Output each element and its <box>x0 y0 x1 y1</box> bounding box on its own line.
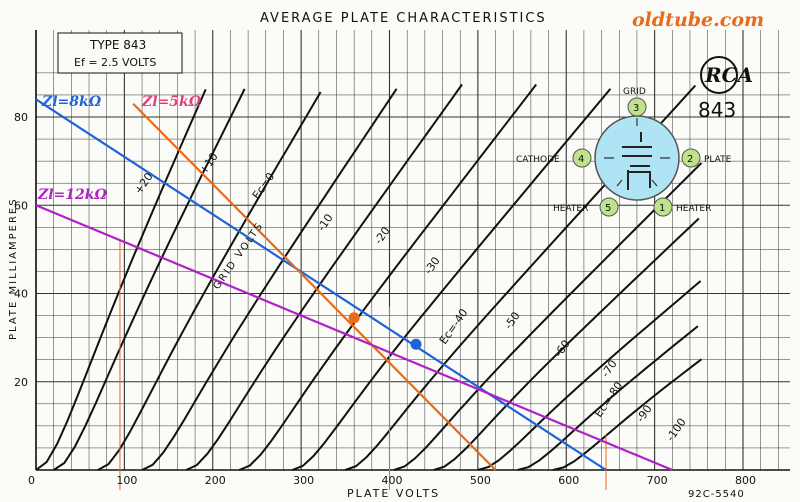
load-line <box>35 204 673 472</box>
pin-2-number: 2 <box>687 154 693 165</box>
curve-label: Ec=0 <box>250 170 277 201</box>
pin-2 <box>681 148 701 168</box>
pin-2-name: PLATE <box>704 155 732 165</box>
gridlines <box>35 30 790 471</box>
brand-logo-ring <box>700 56 738 94</box>
tube-base-diagram: RCA 843 3 4 2 5 1 GRID CATHODE PLATE HEA… <box>516 56 753 217</box>
pin-3-number: 3 <box>633 103 639 114</box>
y-tick-labels: 20 40 60 80 <box>14 111 28 389</box>
operating-point <box>348 312 360 324</box>
y-axis-label: PLATE MILLIAMPERES <box>8 197 19 340</box>
x-tick-labels: 0 100 200 300 400 500 600 700 800 <box>28 474 756 487</box>
curve-label: -50 <box>502 310 523 332</box>
plate-curve <box>393 162 703 471</box>
chart-title: AVERAGE PLATE CHARACTERISTICS <box>260 11 547 26</box>
x-tick-label: 700 <box>647 474 668 487</box>
pin-3-name: GRID <box>623 87 646 97</box>
pin-5-name: HEATER <box>553 204 588 214</box>
filament-label: Ef = 2.5 VOLTS <box>74 56 156 69</box>
pin-1 <box>653 197 673 217</box>
plate-curve <box>238 83 537 471</box>
curve-label: -10 <box>315 212 336 234</box>
pin-leads <box>604 118 670 187</box>
x-tick-label: 100 <box>116 474 137 487</box>
load-lines <box>35 98 673 490</box>
curve-label: Ec=-80 <box>592 379 626 419</box>
pin-4-number: 4 <box>578 154 584 165</box>
curve-label: -70 <box>599 358 620 380</box>
operating-point <box>410 338 422 350</box>
x-tick-label: 300 <box>293 474 314 487</box>
pin-1-number: 1 <box>659 203 665 214</box>
x-tick-label: 800 <box>735 474 756 487</box>
plate-curve <box>53 88 246 471</box>
plate-curve <box>433 217 700 471</box>
drawing-number: 92C-5540 <box>688 489 745 500</box>
brand-logo: RCA <box>704 63 753 87</box>
plate-curve <box>517 325 699 471</box>
type-box <box>57 32 183 74</box>
x-tick-label: 200 <box>205 474 226 487</box>
load-label-5k: Zl=5kΩ <box>141 94 202 110</box>
plate-curve <box>97 91 322 471</box>
plate-curve <box>185 83 463 471</box>
plate-curve <box>477 280 702 471</box>
x-axis-label: PLATE VOLTS <box>347 487 440 500</box>
y-tick-label: 60 <box>14 199 28 212</box>
pin-1-name: HEATER <box>676 204 711 214</box>
pin-5 <box>599 197 619 217</box>
plate-curve <box>552 358 703 471</box>
plate-curve <box>291 88 612 471</box>
x-tick-label: 500 <box>470 474 491 487</box>
load-label-12k: Zl=12kΩ <box>37 187 107 203</box>
y-tick-label: 20 <box>14 376 28 389</box>
curve-label: -100 <box>664 416 689 444</box>
operating-points <box>348 312 422 350</box>
x-tick-label: 400 <box>382 474 403 487</box>
plate-curves <box>35 83 703 471</box>
plate-curve <box>35 88 207 471</box>
curve-label: +10 <box>197 150 221 176</box>
tube-symbol <box>622 132 652 190</box>
load-line <box>132 102 497 471</box>
pin-3 <box>627 97 647 117</box>
y-tick-label: 80 <box>14 111 28 124</box>
y-tick-label: 40 <box>14 288 28 301</box>
pin-4 <box>572 148 592 168</box>
pin-4-name: CATHODE <box>516 155 560 165</box>
pin-5-number: 5 <box>605 203 611 214</box>
tube-number: 843 <box>698 98 736 122</box>
watermark: oldtube.com <box>632 9 764 31</box>
x-tick-label: 600 <box>558 474 579 487</box>
type-label: TYPE 843 <box>89 38 146 52</box>
load-line <box>35 98 607 471</box>
plate-curve <box>141 88 398 471</box>
load-label-8k: Zl=8kΩ <box>41 94 102 110</box>
x-tick-label: 0 <box>28 474 35 487</box>
